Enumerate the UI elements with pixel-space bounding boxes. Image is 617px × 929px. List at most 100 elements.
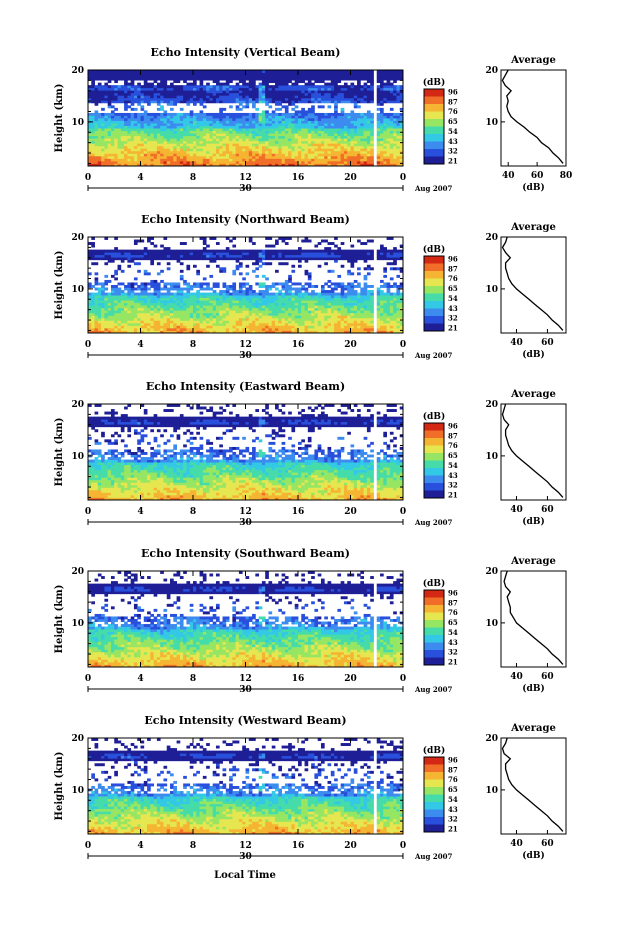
- heatmap-cell: [137, 95, 141, 99]
- heatmap-cell: [88, 282, 92, 286]
- y-axis-label: Height (km): [54, 251, 65, 320]
- heatmap-cell: [334, 135, 338, 139]
- heatmap-cell: [114, 322, 118, 326]
- heatmap-cell: [271, 97, 276, 101]
- heatmap-cell: [225, 254, 230, 258]
- heatmap-cell: [176, 163, 181, 167]
- heatmap-cell: [179, 140, 184, 144]
- heatmap-cell: [140, 292, 145, 296]
- heatmap-cell: [347, 90, 351, 94]
- heatmap-cell: [219, 118, 223, 121]
- heatmap-cell: [294, 297, 299, 301]
- heatmap-cell: [320, 135, 325, 139]
- heatmap-cell: [291, 130, 296, 134]
- heatmap-cell: [298, 264, 302, 268]
- heatmap-cell: [222, 148, 227, 152]
- heatmap-cell: [130, 95, 135, 99]
- heatmap-cell: [179, 95, 184, 99]
- heatmap-cell: [199, 112, 204, 116]
- profile-x-tick-label: 60: [531, 171, 544, 181]
- heatmap-cell: [186, 123, 191, 126]
- heatmap-cell: [170, 254, 174, 258]
- heatmap-cell: [166, 140, 171, 144]
- heatmap-cell: [206, 138, 210, 142]
- heatmap-cell: [222, 115, 227, 119]
- heatmap-cell: [124, 155, 128, 159]
- heatmap-cell: [255, 257, 260, 261]
- heatmap-cell: [186, 138, 191, 142]
- heatmap-cell: [278, 237, 282, 240]
- heatmap-cell: [238, 72, 243, 76]
- heatmap-cell: [265, 115, 269, 119]
- heatmap-cell: [124, 140, 128, 144]
- heatmap-cell: [130, 312, 135, 316]
- heatmap-cell: [206, 158, 210, 162]
- heatmap-cell: [117, 257, 122, 261]
- heatmap-cell: [222, 312, 227, 316]
- heatmap-cell: [288, 297, 292, 301]
- heatmap-cell: [104, 145, 109, 149]
- heatmap-cell: [343, 112, 348, 116]
- heatmap-cell: [225, 80, 230, 84]
- heatmap-cell: [179, 325, 184, 329]
- heatmap-cell: [91, 257, 95, 261]
- heatmap-cell: [317, 100, 322, 104]
- heatmap-cell: [88, 295, 92, 299]
- heatmap-cell: [245, 330, 250, 334]
- heatmap-cell: [104, 133, 109, 137]
- heatmap-cell: [357, 97, 361, 101]
- heatmap-cell: [307, 123, 312, 126]
- heatmap-cell: [284, 133, 289, 137]
- heatmap-cell: [186, 95, 191, 99]
- heatmap-cell: [97, 143, 102, 147]
- heatmap-cell: [255, 252, 260, 256]
- heatmap-cell: [193, 140, 197, 144]
- heatmap-cell: [350, 90, 355, 94]
- heatmap-cell: [235, 320, 240, 324]
- heatmap-cell: [147, 148, 151, 152]
- heatmap-cell: [376, 80, 381, 84]
- heatmap-cell: [232, 145, 237, 149]
- heatmap-cell: [380, 95, 384, 99]
- heatmap-cell: [327, 138, 332, 142]
- heatmap-cell: [370, 128, 374, 132]
- heatmap-cell: [120, 123, 125, 126]
- heatmap-cell: [288, 140, 292, 144]
- heatmap-cell: [147, 145, 151, 149]
- heatmap-cell: [202, 130, 207, 134]
- heatmap-cell: [156, 287, 161, 291]
- heatmap-cell: [222, 155, 227, 159]
- heatmap-cell: [268, 140, 273, 144]
- heatmap-cell: [133, 249, 138, 253]
- heatmap-cell: [163, 252, 168, 256]
- heatmap-cell: [110, 133, 115, 137]
- heatmap-cell: [258, 143, 263, 147]
- heatmap-cell: [284, 143, 289, 147]
- heatmap-cell: [153, 300, 158, 304]
- heatmap-cell: [150, 123, 155, 126]
- heatmap-cell: [252, 128, 256, 132]
- heatmap-cell: [271, 297, 276, 301]
- heatmap-cell: [294, 148, 299, 152]
- heatmap-cell: [261, 254, 266, 258]
- heatmap-cell: [281, 140, 286, 144]
- heatmap-cell: [124, 87, 128, 91]
- heatmap-cell: [337, 80, 342, 84]
- heatmap-cell: [235, 264, 240, 268]
- heatmap-cell: [127, 97, 132, 101]
- heatmap-cell: [301, 285, 305, 288]
- heatmap-cell: [186, 100, 191, 104]
- heatmap-cell: [94, 70, 99, 73]
- heatmap-cell: [288, 92, 292, 96]
- heatmap-cell: [91, 128, 95, 132]
- heatmap-cell: [245, 97, 250, 101]
- heatmap-cell: [88, 143, 92, 147]
- heatmap-cell: [288, 143, 292, 147]
- heatmap-cell: [268, 153, 273, 157]
- heatmap-cell: [186, 158, 191, 162]
- heatmap-cell: [107, 135, 112, 139]
- heatmap-cell: [97, 77, 102, 81]
- heatmap-cell: [304, 317, 309, 321]
- heatmap-cell: [258, 112, 263, 116]
- heatmap-cell: [160, 87, 164, 91]
